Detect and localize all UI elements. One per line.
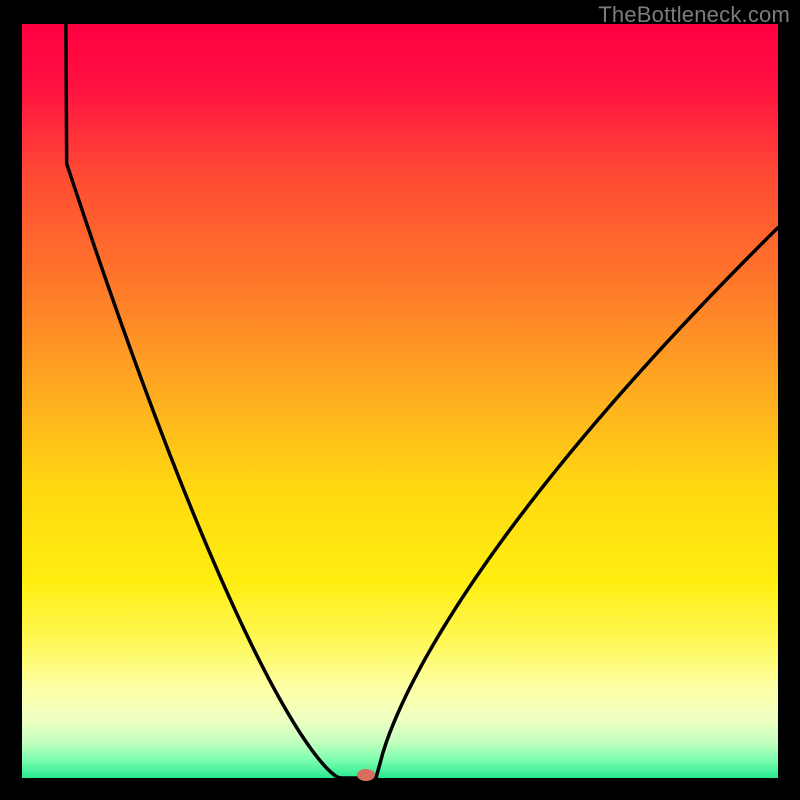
chart-svg: [0, 0, 800, 800]
watermark-label: TheBottleneck.com: [598, 2, 790, 28]
bottleneck-chart: TheBottleneck.com: [0, 0, 800, 800]
optimal-point-marker: [357, 769, 375, 781]
